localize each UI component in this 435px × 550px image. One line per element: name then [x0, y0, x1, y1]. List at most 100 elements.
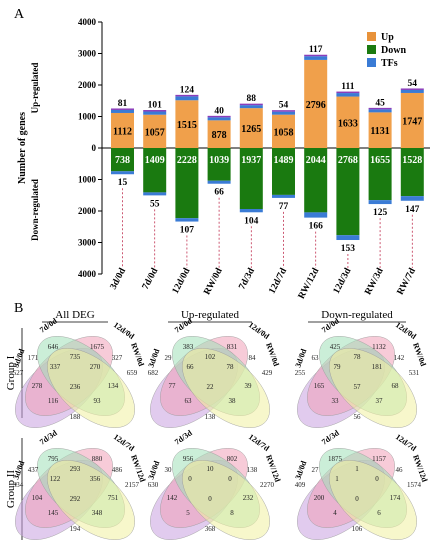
bar-down-value: 1528 — [402, 155, 422, 166]
venn-region-count: 735 — [70, 353, 81, 361]
venn-set-label: RW/12d — [129, 454, 147, 484]
venn-ellipse — [182, 460, 270, 540]
bar-down-value: 1489 — [274, 155, 294, 166]
bar-up — [336, 96, 360, 148]
bar-up-tf-value: 81 — [118, 99, 128, 109]
bar-down-value: 2228 — [177, 155, 197, 166]
venn-region-count: 171 — [28, 354, 39, 362]
bar-up-tf-cap — [272, 110, 295, 112]
bar-up-value: 1633 — [338, 118, 358, 129]
venn-set-label: 12d/7d — [112, 432, 137, 453]
venn-region-count: 79 — [334, 363, 342, 371]
x-tick-label: RW/3d — [363, 266, 386, 297]
venn-region-count: 138 — [247, 466, 258, 474]
venn-set-label: 3d/0d — [146, 347, 161, 369]
venn-region-count: 56 — [354, 413, 362, 421]
venn-region-count: 751 — [108, 494, 119, 502]
bar-up-tf-cap — [207, 115, 231, 118]
bar-up-tf-cap — [368, 107, 392, 110]
bar-up-tf-value: 40 — [214, 106, 224, 116]
venn-region-count: 293 — [70, 465, 81, 473]
venn-region-count: 348 — [92, 509, 103, 517]
bar-down — [400, 148, 424, 197]
venn-region-count: 232 — [243, 494, 254, 502]
bar-up-value: 1265 — [241, 124, 261, 135]
venn-ellipse — [47, 348, 135, 428]
bar-down-tf-value: 153 — [341, 244, 356, 254]
bar-down-tf — [272, 194, 295, 198]
venn-region-count: 106 — [352, 525, 363, 533]
venn-region-count: 200 — [314, 494, 325, 502]
venn-region-count: 429 — [262, 369, 273, 377]
venn-region-count: 134 — [108, 382, 119, 390]
bars-group: 1112 81 738 15 3d/0d 1057 101 1409 55 7d/0d 1515 12… — [109, 45, 424, 301]
venn-set-label: 7d/3d — [173, 428, 194, 447]
venn-set-label: 3d/0d — [11, 459, 26, 481]
venn-region-count: 78 — [227, 363, 235, 371]
venn-region-count: 122 — [50, 475, 61, 483]
venn-set-label: 12d/0d — [247, 320, 272, 341]
venn-set-label: RW/0d — [264, 342, 281, 368]
y-label-down: Down-regulated — [30, 179, 40, 241]
bar-down-value: 2768 — [338, 155, 358, 166]
bar-down-tf-value: 107 — [180, 226, 195, 236]
venn-region-count: 437 — [28, 466, 39, 474]
venn-region-count: 6 — [377, 509, 381, 517]
bar-up-tf — [304, 56, 328, 60]
bar-up-tf — [400, 89, 424, 93]
bar-up-value: 2796 — [306, 100, 326, 111]
venn-region-count: 37 — [376, 397, 384, 405]
x-tick-label: 12d/3d — [332, 266, 354, 296]
venn-region-count: 194 — [70, 525, 81, 533]
venn-region-count: 0 — [188, 475, 192, 483]
bar-up — [111, 112, 134, 148]
venn-region-count: 5 — [186, 509, 190, 517]
bar-up-tf-value: 124 — [180, 85, 195, 95]
venn-region-count: 27 — [312, 466, 320, 474]
venn-region-count: 795 — [48, 455, 59, 463]
bar-down-value: 738 — [115, 155, 130, 166]
venn-region-count: 831 — [227, 343, 238, 351]
venn-set-label: 3d/0d — [293, 347, 308, 369]
bar-up-value: 1131 — [370, 126, 389, 137]
bar-down-tf — [400, 196, 424, 201]
bar-up-value: 1058 — [274, 127, 294, 138]
bar-up — [143, 114, 167, 148]
venn-set-label: 3d/0d — [146, 459, 161, 481]
x-tick-label: RW/12d — [297, 266, 322, 301]
venn-region-count: 68 — [392, 382, 400, 390]
venn-region-count: 531 — [409, 369, 420, 377]
venn-region-count: 138 — [205, 413, 216, 421]
venn-region-count: 236 — [70, 383, 81, 391]
y-tick-label: 2000 — [78, 80, 97, 90]
venn-ellipse — [182, 348, 270, 428]
legend-label-tfs: TFs — [381, 58, 398, 69]
bar-up-tf — [336, 93, 360, 97]
bar-up-value: 1057 — [145, 127, 165, 138]
bar-down-tf — [175, 218, 199, 222]
venn-region-count: 956 — [183, 455, 194, 463]
venn-region-count: 486 — [112, 466, 123, 474]
bar-down-tf-value: 104 — [244, 216, 259, 226]
bar-down-value: 2044 — [306, 155, 326, 166]
bar-up-tf — [143, 111, 167, 115]
venn-set-label: 3d/0d — [11, 347, 26, 369]
bar-down-tf-value: 55 — [150, 199, 160, 209]
x-tick-label: RW/0d — [202, 266, 225, 297]
venn-set-label: RW/0d — [129, 342, 146, 368]
y-tick-label: 4000 — [78, 269, 97, 279]
venn-region-count: 356 — [90, 475, 101, 483]
bar-up-tf-cap — [175, 94, 199, 97]
bar-up-tf-value: 117 — [309, 45, 323, 55]
bar-up-tf-value: 54 — [279, 101, 289, 111]
bar-down — [207, 148, 231, 181]
legend-swatch-up — [367, 32, 376, 41]
venn-set-label: RW/12d — [264, 454, 282, 484]
venn-region-count: 368 — [205, 525, 216, 533]
bar-up-value: 1112 — [113, 126, 132, 137]
bar-down-tf-value: 77 — [279, 202, 289, 212]
venn-ellipse — [329, 348, 417, 428]
